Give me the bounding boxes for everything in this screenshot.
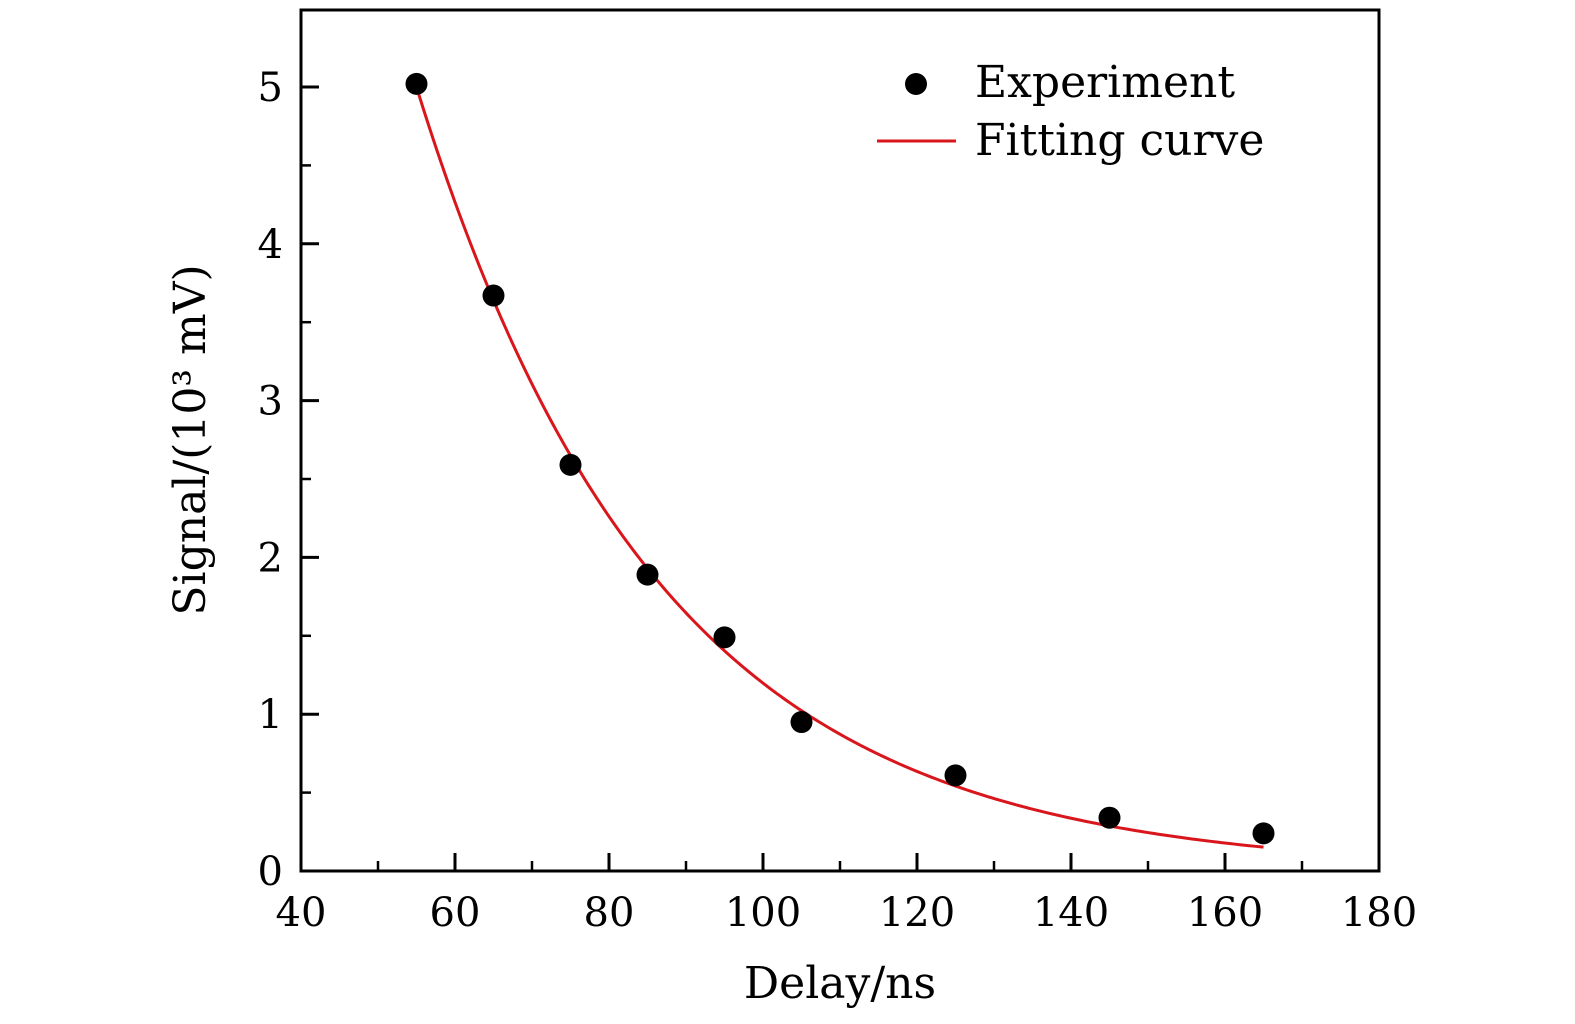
experiment-point — [482, 284, 505, 307]
experiment-point — [1252, 822, 1275, 845]
x-axis-ticks: 40 60 80 100 120 140 160 180 — [276, 853, 1417, 936]
y-tick-label: 5 — [258, 65, 283, 111]
experiment-point — [559, 453, 582, 476]
y-tick-label: 2 — [258, 535, 283, 581]
x-tick-label: 40 — [276, 890, 327, 936]
y-axis-title: Signal/(10³ mV) — [165, 264, 216, 615]
minor-ticks — [301, 164, 1304, 871]
legend-experiment-label: Experiment — [975, 57, 1235, 108]
x-tick-label: 60 — [430, 890, 481, 936]
experiment-point — [405, 72, 428, 95]
legend-experiment-marker — [905, 73, 927, 95]
fit-layer — [415, 86, 1264, 849]
plot-frame — [299, 8, 1381, 873]
experiment-point — [944, 764, 967, 787]
y-axis-ticks: 0 1 2 3 4 5 — [258, 65, 319, 895]
experiment-point — [790, 711, 813, 734]
x-tick-label: 180 — [1341, 890, 1417, 936]
x-tick-label: 100 — [725, 890, 801, 936]
x-tick-label: 160 — [1187, 890, 1263, 936]
y-tick-label: 1 — [258, 692, 283, 738]
experiment-point — [1098, 806, 1121, 829]
x-axis-title: Delay/ns — [744, 958, 936, 1009]
x-tick-label: 80 — [584, 890, 635, 936]
y-tick-label: 0 — [258, 849, 283, 895]
legend-fitting-curve-label: Fitting curve — [975, 115, 1264, 166]
legend: Experiment Fitting curve — [877, 57, 1264, 166]
experiment-points — [405, 72, 1275, 845]
x-tick-label: 140 — [1033, 890, 1109, 936]
experiment-point — [636, 563, 659, 586]
y-tick-label: 4 — [258, 222, 283, 268]
x-tick-label: 120 — [879, 890, 955, 936]
y-tick-label: 3 — [258, 379, 283, 425]
fitting-curve-line — [415, 86, 1264, 849]
experiment-point — [713, 626, 736, 649]
